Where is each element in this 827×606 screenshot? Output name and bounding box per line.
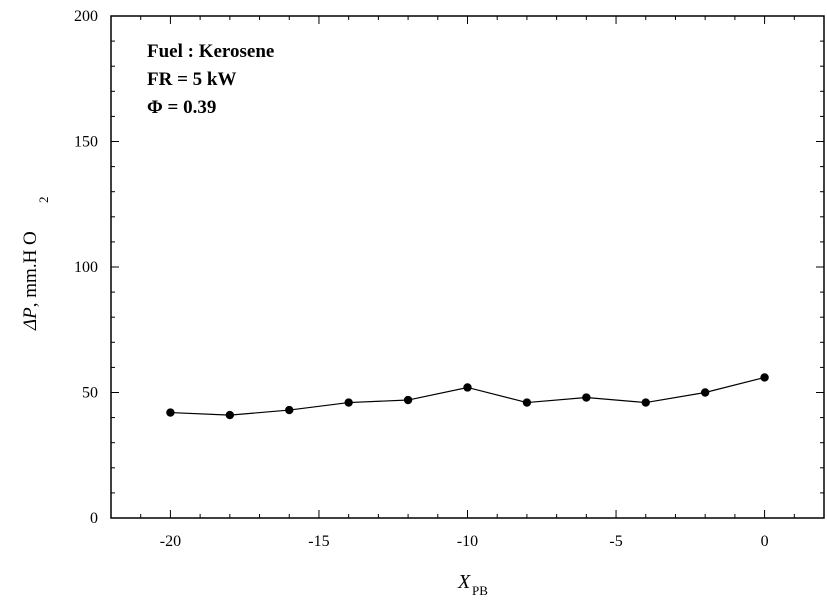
data-point (641, 398, 650, 407)
y-axis-title-main: ΔP (20, 307, 41, 331)
data-point (760, 373, 769, 382)
x-tick-label: -10 (457, 533, 478, 550)
data-points (166, 373, 769, 420)
y-tick-label: 200 (74, 8, 98, 25)
x-axis-title-sub: PB (472, 583, 488, 598)
data-point (166, 408, 175, 417)
x-tick-label: 0 (761, 533, 769, 550)
annotation-box: Fuel : Kerosene FR = 5 kW Φ = 0.39 (147, 41, 274, 118)
y-tick-label: 150 (74, 134, 98, 151)
plot-frame (110, 15, 825, 519)
data-point (463, 383, 472, 392)
y-axis-title-sub: 2 (36, 197, 51, 204)
annotation-fuel: Fuel : Kerosene (147, 41, 274, 62)
data-point (582, 393, 591, 402)
data-point (344, 398, 353, 407)
tick-labels: -20 -15 -10 -5 0 0 50 100 150 200 (74, 8, 769, 550)
svg-text:ΔP, mm.H O: ΔP, mm.H O (20, 231, 41, 331)
x-axis-title: X PB (457, 571, 488, 598)
x-axis-title-main: X (457, 571, 471, 593)
data-point (522, 398, 532, 407)
y-tick-label: 100 (74, 259, 98, 276)
data-point (285, 405, 294, 415)
axis-ticks (110, 15, 825, 519)
data-point (403, 395, 413, 405)
annotation-fr: FR = 5 kW (147, 69, 236, 90)
data-point (700, 388, 710, 397)
series-line (170, 376, 765, 416)
annotation-phi: Φ = 0.39 (147, 97, 216, 118)
y-tick-label: 0 (90, 510, 98, 527)
y-tick-label: 50 (82, 385, 98, 402)
x-tick-label: -20 (160, 533, 181, 550)
y-axis-title: ΔP, mm.H O 2 (20, 197, 51, 332)
y-axis-title-unit: , mm.H O (20, 231, 41, 307)
data-point (225, 410, 235, 420)
x-tick-label: -15 (308, 533, 329, 550)
x-tick-label: -5 (609, 533, 622, 550)
